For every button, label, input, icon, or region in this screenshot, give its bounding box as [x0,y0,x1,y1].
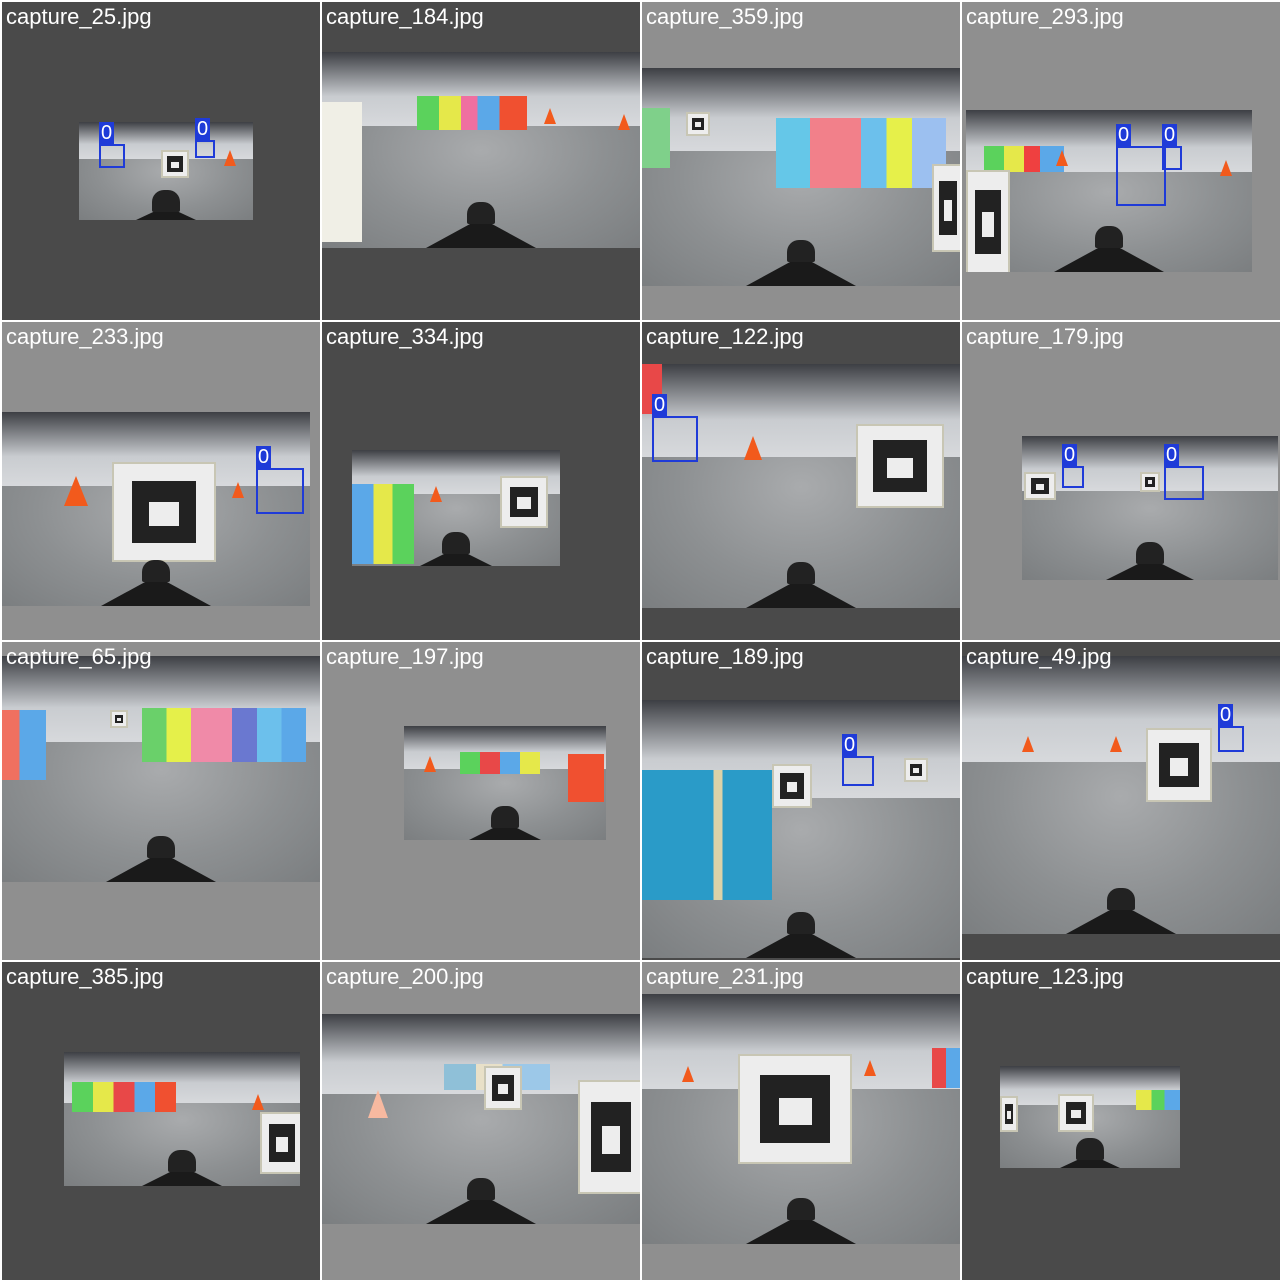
image-filename: capture_49.jpg [966,644,1112,669]
camera-frame [64,1052,300,1186]
image-filename: capture_179.jpg [966,324,1124,349]
class-label: 0 [1062,444,1078,466]
mosaic-tile: capture_25.jpg 0 0 [2,2,320,320]
class-label: 0 [1164,444,1180,466]
camera-frame [2,656,320,882]
camera-frame [1000,1066,1180,1168]
detection-box: 0 [652,394,698,462]
image-filename: capture_189.jpg [646,644,804,669]
class-label: 0 [842,734,858,756]
image-filename: capture_231.jpg [646,964,804,989]
class-label: 0 [99,122,115,144]
mosaic-tile: capture_385.jpg [2,962,320,1280]
mosaic-tile: capture_49.jpg 0 [962,642,1280,960]
mosaic-tile: capture_293.jpg 0 0 [962,2,1280,320]
image-filename: capture_65.jpg [6,644,152,669]
camera-frame [2,412,310,606]
detection-box: 0 [1164,444,1204,500]
mosaic-tile: capture_200.jpg [322,962,640,1280]
image-filename: capture_122.jpg [646,324,804,349]
detection-box: 0 [1062,444,1084,488]
class-label: 0 [652,394,668,416]
mosaic-tile: capture_359.jpg [642,2,960,320]
mosaic-tile: capture_65.jpg [2,642,320,960]
camera-frame [322,52,640,248]
image-filename: capture_385.jpg [6,964,164,989]
detection-box: 0 [99,122,125,168]
detection-box: 0 [842,734,874,786]
class-label: 0 [1218,704,1234,726]
detection-box: 0 [256,446,304,514]
camera-frame [322,1014,640,1224]
camera-frame [79,122,253,220]
image-filename: capture_293.jpg [966,4,1124,29]
image-filename: capture_233.jpg [6,324,164,349]
image-filename: capture_359.jpg [646,4,804,29]
camera-frame [962,656,1280,934]
mosaic-tile: capture_197.jpg [322,642,640,960]
image-filename: capture_123.jpg [966,964,1124,989]
mosaic-tile: capture_123.jpg [962,962,1280,1280]
mosaic-tile: capture_231.jpg [642,962,960,1280]
mosaic-tile: capture_189.jpg 0 [642,642,960,960]
detection-box: 0 [1162,124,1182,170]
mosaic-tile: capture_233.jpg 0 [2,322,320,640]
mosaic-tile: capture_184.jpg [322,2,640,320]
image-filename: capture_200.jpg [326,964,484,989]
camera-frame [966,110,1252,272]
image-filename: capture_334.jpg [326,324,484,349]
camera-frame [1022,436,1278,580]
mosaic-tile: capture_334.jpg [322,322,640,640]
camera-frame [352,450,560,566]
class-label: 0 [1162,124,1178,146]
mosaic-tile: capture_179.jpg 0 0 [962,322,1280,640]
camera-frame [642,700,960,958]
class-label: 0 [195,118,211,140]
class-label: 0 [256,446,272,468]
detection-box: 0 [1116,124,1166,206]
image-filename: capture_25.jpg [6,4,152,29]
image-filename: capture_197.jpg [326,644,484,669]
mosaic-tile: capture_122.jpg 0 [642,322,960,640]
camera-frame [642,68,960,286]
detection-box: 0 [195,118,215,158]
detection-box: 0 [1218,704,1244,752]
camera-frame [404,726,606,840]
class-label: 0 [1116,124,1132,146]
image-filename: capture_184.jpg [326,4,484,29]
camera-frame [642,364,960,608]
camera-frame [642,994,960,1244]
